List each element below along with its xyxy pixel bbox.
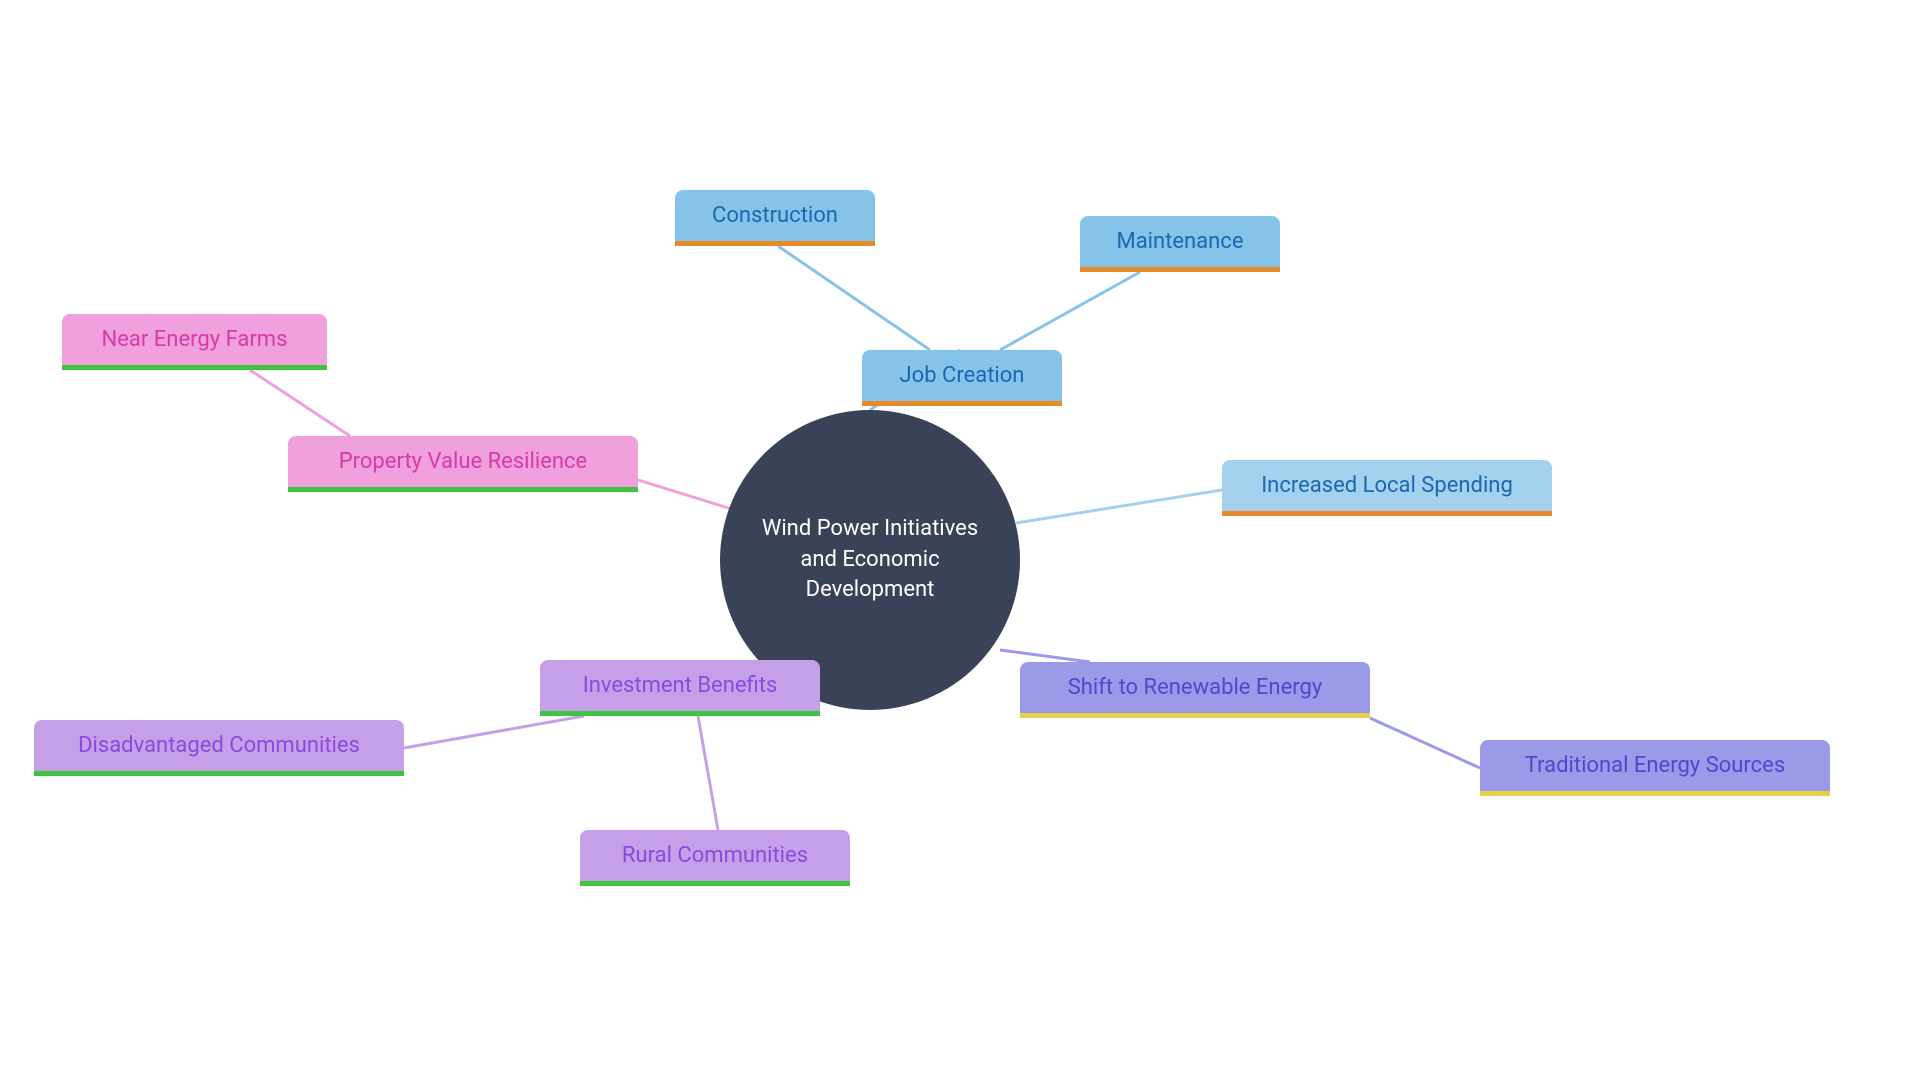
- node-rural: Rural Communities: [580, 830, 850, 886]
- node-shift-renewable: Shift to Renewable Energy: [1020, 662, 1370, 718]
- node-increased-local-spending: Increased Local Spending: [1222, 460, 1552, 516]
- node-near-farms: Near Energy Farms: [62, 314, 327, 370]
- node-traditional-energy: Traditional Energy Sources: [1480, 740, 1830, 796]
- node-investment-benefits: Investment Benefits: [540, 660, 820, 716]
- node-property-value: Property Value Resilience: [288, 436, 638, 492]
- mindmap-canvas: Wind Power Initiatives and Economic Deve…: [0, 0, 1920, 1080]
- node-maintenance: Maintenance: [1080, 216, 1280, 272]
- node-job-creation: Job Creation: [862, 350, 1062, 406]
- node-disadvantaged: Disadvantaged Communities: [34, 720, 404, 776]
- node-construction: Construction: [675, 190, 875, 246]
